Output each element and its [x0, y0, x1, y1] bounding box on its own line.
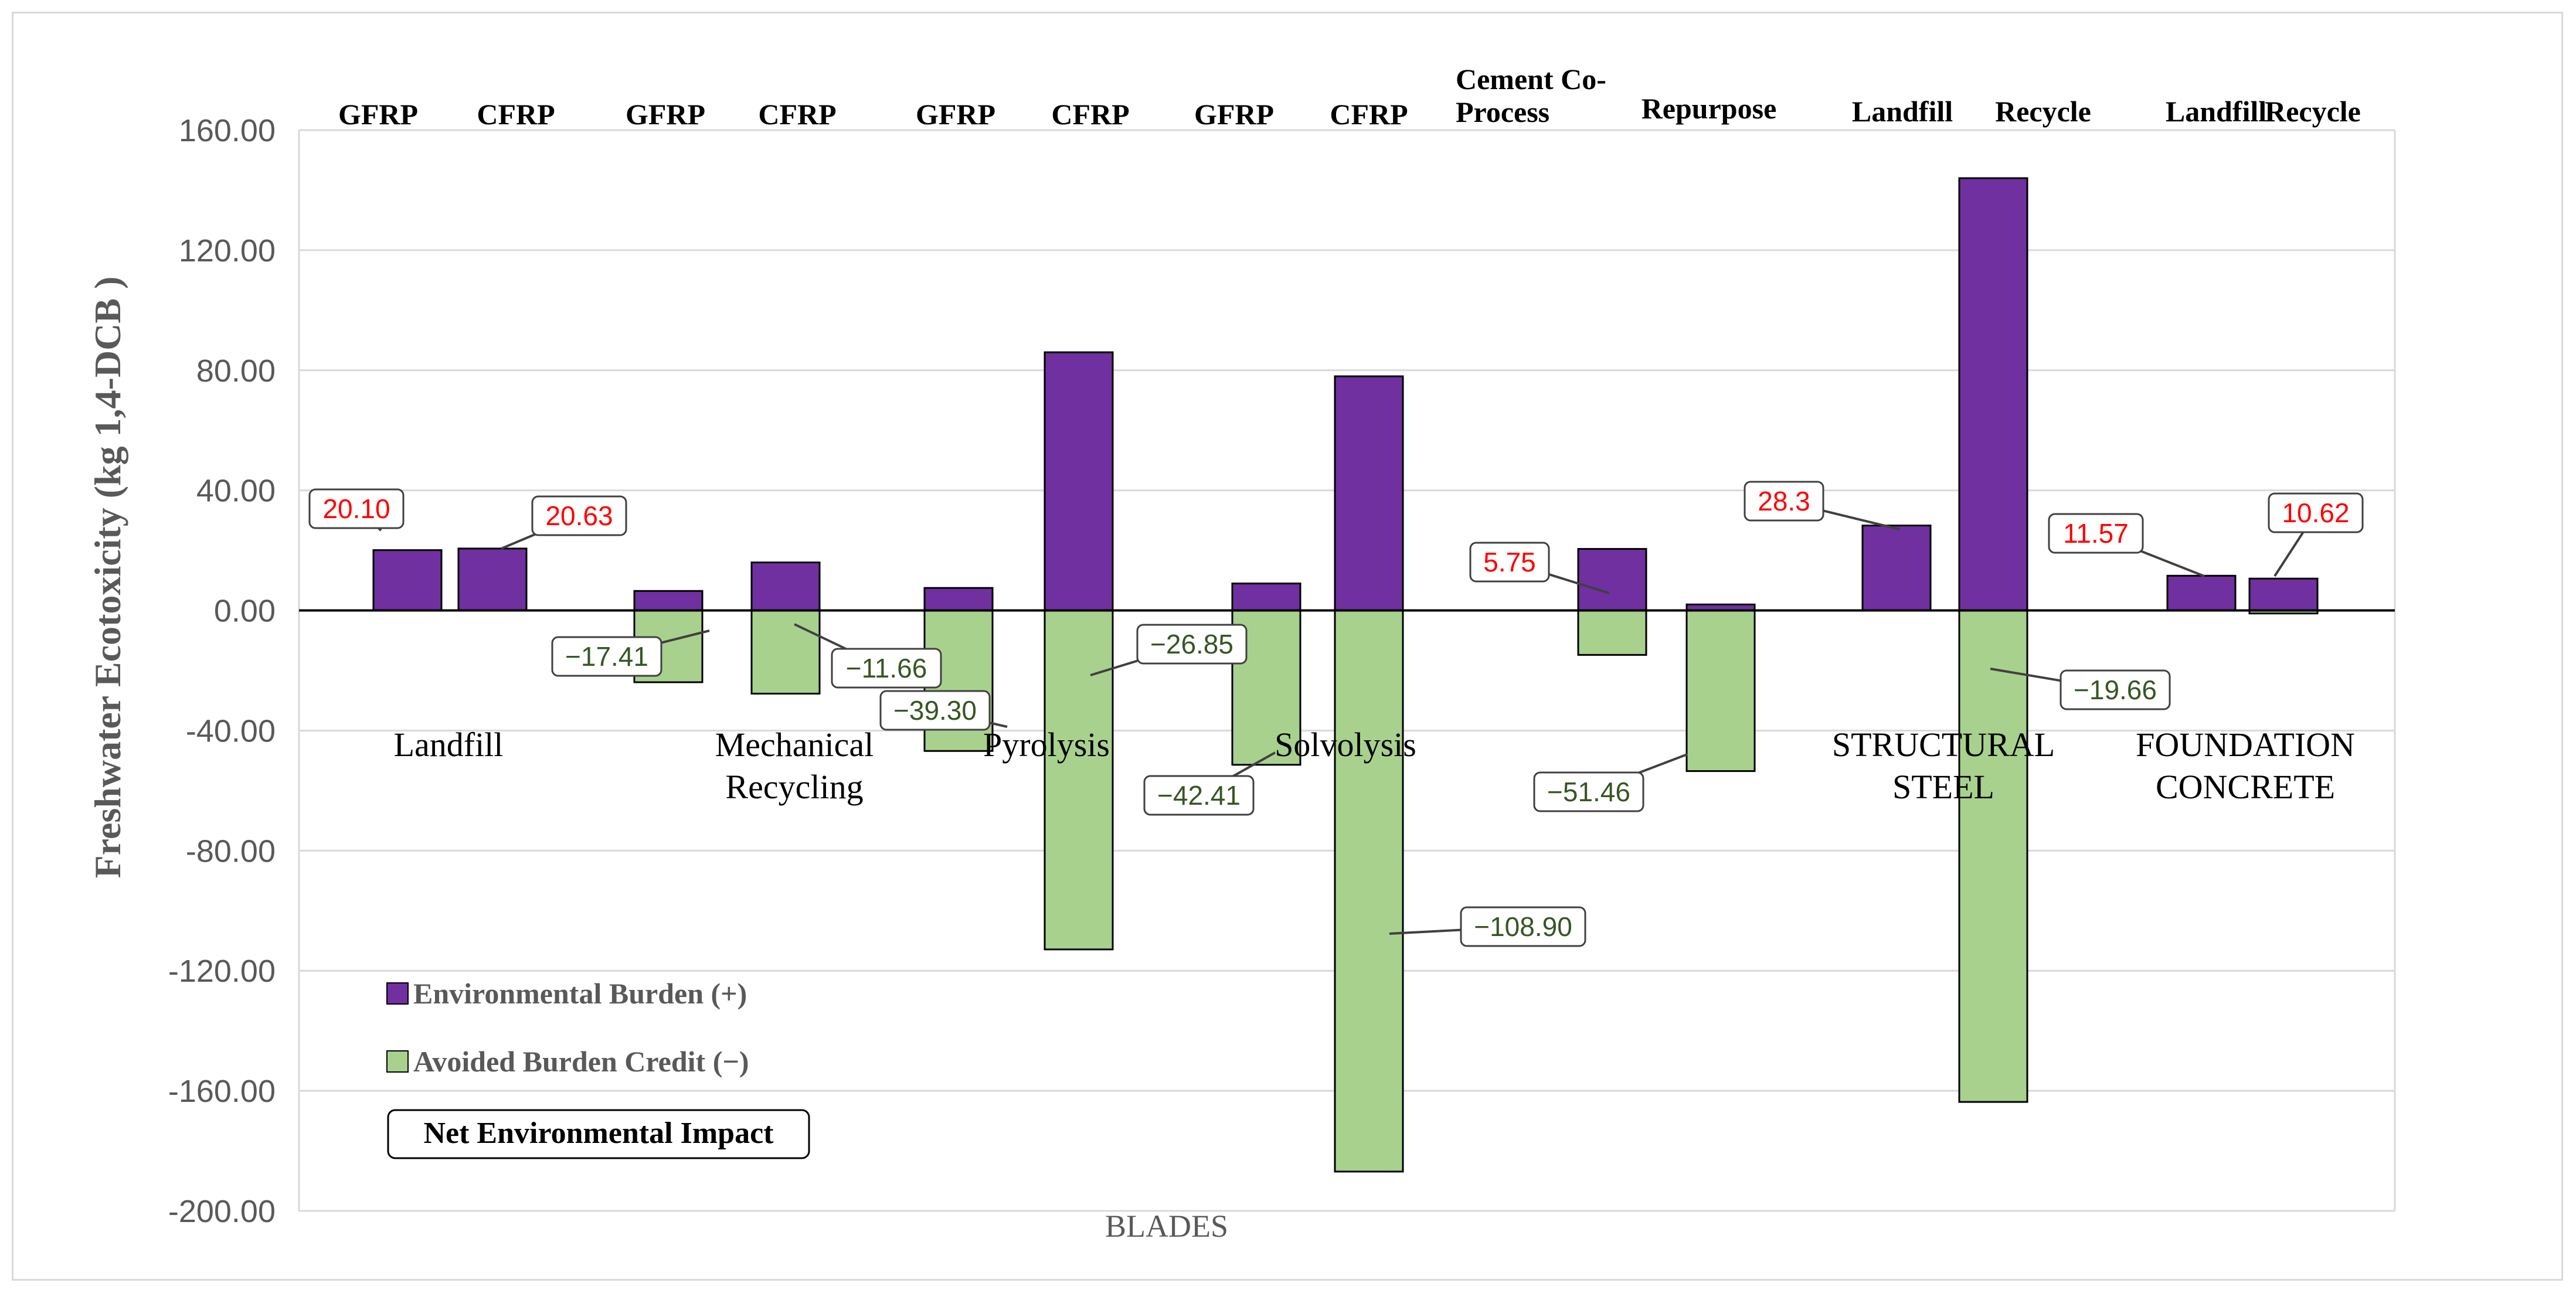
legend-swatch-credit	[386, 1050, 409, 1073]
bar-category-labels: GFRP CFRP GFRP CFRP GFRP CFRP GFRP CFRP Cement C…	[338, 63, 2361, 131]
bar-burden-11	[1958, 177, 2028, 612]
bar-category-label: CFRP	[1051, 98, 1129, 131]
net-label-box	[1136, 624, 1248, 665]
bar-burden-1	[457, 547, 528, 612]
net-value-label: −42.41	[1157, 780, 1241, 811]
bar-credit-5	[1044, 610, 1114, 951]
y-tick-label: 120.00	[179, 233, 276, 268]
bar-burden-6	[1231, 582, 1301, 612]
bar-category-label: CFRP	[477, 98, 555, 131]
bar-burden-13	[2248, 577, 2319, 612]
bar-credit-9	[1685, 610, 1756, 772]
bar-burden-8	[1577, 548, 1647, 612]
group-labels: Landfill Mechanical Recycling Pyrolysis Solv…	[394, 726, 2355, 806]
bars	[372, 177, 2319, 1173]
net-label-box	[831, 648, 942, 689]
net-label-box	[308, 488, 405, 529]
net-value-label: 20.10	[322, 494, 390, 524]
net-value-label: −39.30	[893, 695, 977, 726]
net-label-box	[1469, 542, 1550, 583]
y-tick-label: -80.00	[186, 833, 276, 869]
bar-category-label: GFRP	[626, 98, 705, 131]
legend-label-credit: Avoided Burden Credit (−)	[413, 1045, 749, 1078]
y-tick-label: -200.00	[168, 1194, 276, 1229]
bar-category-label: CFRP	[758, 98, 836, 131]
group-label: FOUNDATION CONCRETE	[2136, 726, 2355, 806]
net-value-label: 28.3	[1758, 486, 1810, 516]
bar-burden-2	[633, 590, 704, 612]
bar-category-label: GFRP	[916, 98, 995, 131]
net-impact-legend-label: Net Environmental Impact	[423, 1117, 774, 1150]
y-axis-ticks: 160.00 120.00 80.00 40.00 0.00 -40.00 -80.00 -1…	[168, 113, 276, 1229]
bar-category-label: Landfill	[1852, 95, 1953, 128]
legend: Environmental Burden (+) Avoided Burden …	[386, 977, 810, 1159]
net-label-box	[1460, 906, 1586, 947]
legend-swatch-burden	[386, 982, 409, 1005]
net-value-labels: 20.10 20.63 −17.41 −11.66 −39.30 −26.85 −42.41…	[308, 481, 2364, 947]
y-tick-label: 160.00	[179, 113, 276, 148]
bar-burden-5	[1044, 351, 1114, 612]
bar-category-label: Recycle	[2265, 95, 2361, 128]
net-value-label: −17.41	[565, 641, 648, 672]
group-label: STRUCTURAL STEEL	[1832, 726, 2055, 806]
bar-credit-7	[1334, 610, 1404, 1173]
y-tick-label: 80.00	[196, 353, 276, 389]
net-value-label: −19.66	[2074, 675, 2157, 705]
net-label-box	[1744, 481, 1824, 522]
group-label: Pyrolysis	[983, 726, 1110, 764]
net-label-box	[1533, 771, 1644, 812]
net-impact-legend-box	[387, 1109, 810, 1159]
net-label-box	[1143, 775, 1255, 816]
bar-category-label: Cement Co-Process	[1456, 63, 1606, 128]
y-tick-label: -160.00	[168, 1074, 276, 1109]
net-value-label: 11.57	[2063, 518, 2129, 549]
bar-category-label: CFRP	[1330, 98, 1408, 131]
bar-burden-3	[750, 561, 821, 612]
net-value-label: −11.66	[846, 653, 927, 683]
x-axis-title: BLADES	[1105, 1209, 1228, 1244]
bar-burden-12	[2166, 574, 2237, 612]
bar-category-label: GFRP	[338, 98, 418, 131]
bar-burden-0	[372, 549, 443, 612]
chart-frame	[12, 12, 2563, 1281]
bar-credit-11	[1958, 610, 2028, 1103]
net-label-box	[551, 636, 662, 677]
net-value-label: 10.62	[2282, 498, 2349, 528]
bar-burden-4	[923, 587, 994, 612]
net-label-box	[2048, 513, 2144, 554]
net-value-label: −26.85	[1150, 629, 1233, 659]
net-label-box	[2060, 669, 2171, 710]
group-label: Mechanical Recycling	[715, 726, 874, 806]
net-label-box	[2268, 492, 2364, 533]
group-label: Solvolysis	[1275, 726, 1416, 764]
bar-credit-8	[1577, 610, 1647, 656]
bar-category-label: Landfill	[2166, 95, 2266, 128]
bar-credit-3	[750, 610, 821, 695]
y-tick-label: -40.00	[186, 713, 276, 748]
net-label-box	[531, 495, 627, 536]
bar-category-label: Repurpose	[1642, 92, 1777, 125]
y-tick-label: -120.00	[168, 954, 276, 989]
bar-burden-7	[1334, 375, 1404, 612]
y-axis-title: Freshwater Ecotoxicity (kg 1,4-DCB )	[87, 277, 128, 879]
bar-burden-10	[1861, 525, 1932, 612]
legend-label-burden: Environmental Burden (+)	[413, 977, 747, 1010]
net-value-label: −51.46	[1547, 777, 1630, 807]
y-tick-label: 0.00	[214, 594, 276, 629]
net-label-box	[879, 690, 991, 731]
bar-category-label: Recycle	[1995, 95, 2091, 128]
net-value-label: 5.75	[1483, 547, 1536, 577]
group-label: Landfill	[394, 726, 504, 764]
net-value-label: 20.63	[545, 501, 613, 531]
bar-category-label: GFRP	[1194, 98, 1274, 131]
y-tick-label: 40.00	[196, 474, 276, 509]
net-value-label: −108.90	[1474, 911, 1572, 942]
